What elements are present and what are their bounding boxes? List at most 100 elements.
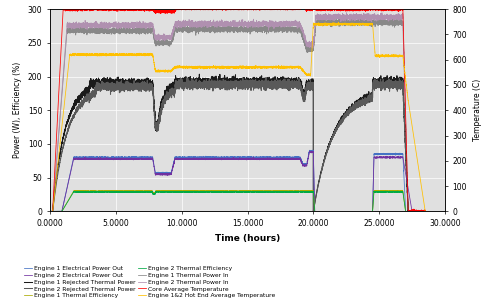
Engine 1 Thermal Efficiency — [345, 210, 351, 213]
Engine 2 Thermal Power In — [325, 16, 331, 20]
X-axis label: Time (hours): Time (hours) — [215, 233, 280, 243]
Engine 2 Thermal Efficiency — [422, 210, 428, 213]
Line: Core Average Temperature: Core Average Temperature — [50, 0, 425, 211]
Core Average Temperature — [346, 7, 352, 10]
Engine 1 Rejected Thermal Power — [196, 72, 202, 76]
Core Average Temperature — [325, 7, 331, 11]
Engine 2 Rejected Thermal Power — [263, 76, 269, 79]
Engine 2 Thermal Power In — [66, 23, 72, 27]
Engine 2 Thermal Efficiency — [325, 210, 331, 213]
Engine 1 Electrical Power Out — [47, 210, 53, 213]
Engine 2 Electrical Power Out — [269, 157, 275, 160]
Engine 1 Electrical Power Out — [346, 210, 352, 213]
Engine 1&2 Hot End Average Temperature — [346, 22, 352, 25]
Engine 1 Thermal Efficiency — [422, 210, 428, 213]
Engine 2 Rejected Thermal Power — [269, 87, 275, 91]
Engine 1 Rejected Thermal Power — [183, 78, 189, 81]
Engine 2 Rejected Thermal Power — [286, 83, 292, 87]
Engine 1 Rejected Thermal Power — [47, 210, 53, 213]
Engine 1 Rejected Thermal Power — [269, 82, 275, 85]
Engine 1&2 Hot End Average Temperature — [336, 21, 342, 24]
Engine 2 Thermal Efficiency — [47, 210, 53, 213]
Engine 1 Rejected Thermal Power — [286, 82, 292, 86]
Engine 2 Thermal Power In — [405, 210, 411, 214]
Engine 1 Thermal Efficiency — [325, 210, 331, 213]
Line: Engine 2 Thermal Efficiency: Engine 2 Thermal Efficiency — [50, 191, 425, 211]
Engine 2 Electrical Power Out — [47, 210, 53, 213]
Engine 1 Thermal Power In — [269, 28, 275, 32]
Engine 1 Thermal Power In — [286, 26, 292, 30]
Line: Engine 1&2 Hot End Average Temperature: Engine 1&2 Hot End Average Temperature — [50, 23, 425, 211]
Engine 2 Electrical Power Out — [66, 178, 72, 182]
Engine 2 Thermal Power In — [47, 210, 53, 213]
Core Average Temperature — [422, 210, 428, 213]
Core Average Temperature — [286, 8, 292, 11]
Engine 1 Thermal Efficiency — [379, 189, 385, 192]
Line: Engine 2 Thermal Power In: Engine 2 Thermal Power In — [50, 13, 425, 212]
Engine 1 Electrical Power Out — [286, 156, 292, 159]
Engine 2 Rejected Thermal Power — [183, 82, 189, 85]
Engine 1&2 Hot End Average Temperature — [183, 66, 189, 69]
Line: Engine 1 Thermal Efficiency: Engine 1 Thermal Efficiency — [50, 191, 425, 211]
Engine 1 Rejected Thermal Power — [325, 146, 331, 149]
Engine 1 Rejected Thermal Power — [346, 110, 352, 114]
Engine 2 Thermal Power In — [183, 21, 189, 24]
Engine 1 Electrical Power Out — [269, 155, 275, 159]
Y-axis label: Temperature (C): Temperature (C) — [473, 79, 482, 141]
Engine 2 Thermal Efficiency — [286, 190, 292, 194]
Engine 2 Rejected Thermal Power — [66, 124, 72, 128]
Engine 1 Electrical Power Out — [66, 178, 72, 181]
Engine 1 Thermal Efficiency — [47, 210, 53, 213]
Engine 1 Electrical Power Out — [422, 210, 428, 213]
Engine 1 Thermal Efficiency — [286, 190, 292, 193]
Engine 1 Thermal Efficiency — [66, 198, 72, 201]
Engine 2 Thermal Efficiency — [345, 210, 351, 213]
Engine 1 Rejected Thermal Power — [422, 210, 428, 213]
Engine 2 Electrical Power Out — [422, 210, 428, 213]
Engine 1&2 Hot End Average Temperature — [66, 61, 72, 65]
Line: Engine 1 Thermal Power In: Engine 1 Thermal Power In — [50, 18, 425, 211]
Y-axis label: Power (W), Efficiency (%): Power (W), Efficiency (%) — [13, 62, 22, 158]
Engine 2 Electrical Power Out — [325, 210, 331, 213]
Engine 1 Thermal Power In — [183, 28, 189, 31]
Engine 1 Thermal Power In — [66, 28, 72, 32]
Engine 2 Thermal Efficiency — [183, 190, 189, 194]
Engine 2 Electrical Power Out — [346, 210, 352, 213]
Engine 2 Thermal Efficiency — [66, 198, 72, 202]
Engine 1 Thermal Power In — [47, 210, 53, 213]
Engine 2 Rejected Thermal Power — [405, 213, 411, 217]
Engine 2 Thermal Power In — [422, 210, 428, 213]
Engine 2 Electrical Power Out — [183, 158, 189, 161]
Core Average Temperature — [47, 210, 53, 213]
Engine 1 Thermal Power In — [345, 19, 351, 22]
Engine 2 Thermal Power In — [344, 11, 349, 14]
Engine 2 Thermal Efficiency — [269, 190, 275, 194]
Line: Engine 1 Electrical Power Out: Engine 1 Electrical Power Out — [50, 150, 425, 211]
Line: Engine 2 Rejected Thermal Power: Engine 2 Rejected Thermal Power — [50, 78, 425, 215]
Line: Engine 2 Electrical Power Out: Engine 2 Electrical Power Out — [50, 152, 425, 211]
Engine 2 Rejected Thermal Power — [325, 147, 331, 150]
Engine 1 Thermal Power In — [325, 21, 331, 24]
Engine 2 Rejected Thermal Power — [47, 210, 53, 213]
Engine 1&2 Hot End Average Temperature — [325, 22, 331, 26]
Core Average Temperature — [66, 7, 72, 10]
Engine 1 Thermal Efficiency — [183, 189, 189, 193]
Engine 1 Rejected Thermal Power — [66, 115, 72, 119]
Engine 2 Electrical Power Out — [308, 150, 314, 153]
Engine 1 Electrical Power Out — [310, 148, 316, 152]
Engine 1 Thermal Power In — [422, 210, 428, 213]
Engine 2 Thermal Power In — [269, 21, 275, 24]
Engine 1 Electrical Power Out — [183, 156, 189, 159]
Legend: Engine 1 Electrical Power Out, Engine 2 Electrical Power Out, Engine 1 Rejected : Engine 1 Electrical Power Out, Engine 2 … — [23, 265, 276, 299]
Line: Engine 1 Rejected Thermal Power: Engine 1 Rejected Thermal Power — [50, 74, 425, 211]
Engine 1 Thermal Power In — [375, 16, 381, 19]
Engine 2 Rejected Thermal Power — [422, 210, 428, 213]
Engine 1 Electrical Power Out — [325, 210, 331, 213]
Engine 2 Thermal Efficiency — [394, 189, 400, 193]
Engine 1 Thermal Efficiency — [269, 189, 275, 193]
Engine 2 Thermal Power In — [346, 15, 352, 19]
Engine 1&2 Hot End Average Temperature — [269, 66, 275, 69]
Engine 2 Thermal Power In — [286, 23, 292, 27]
Core Average Temperature — [183, 7, 189, 10]
Engine 1&2 Hot End Average Temperature — [286, 66, 292, 69]
